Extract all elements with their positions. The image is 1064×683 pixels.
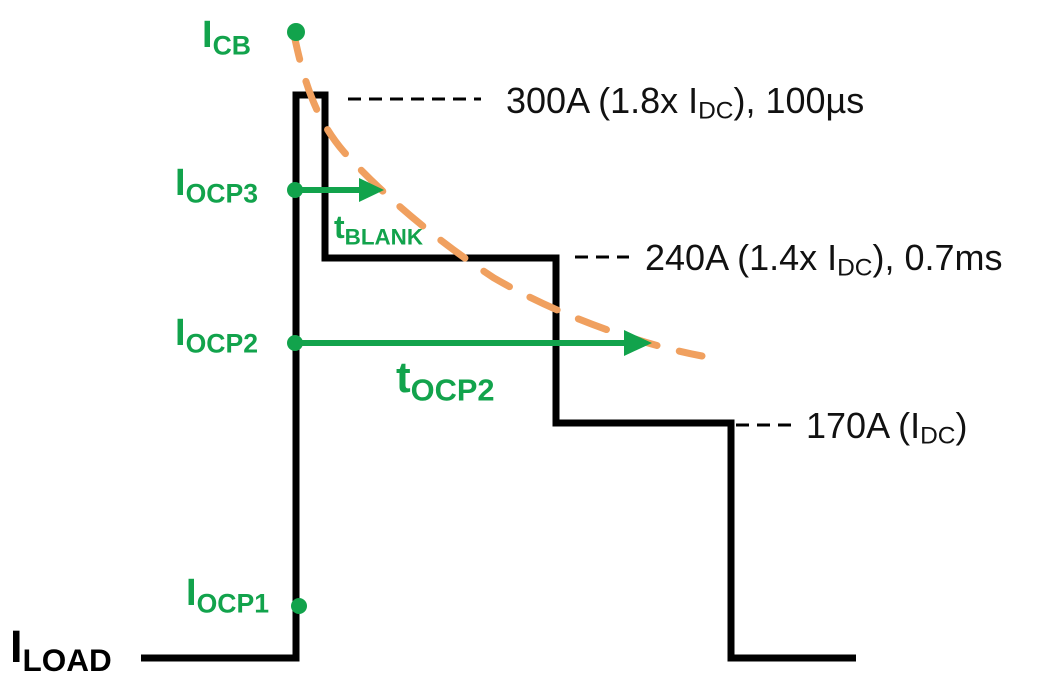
label-tocp2: tOCP2 xyxy=(396,356,495,406)
icb-marker-dot xyxy=(287,23,305,41)
annotation-170a-main: 170A (I xyxy=(806,405,921,446)
label-tocp2-sub: OCP2 xyxy=(410,372,495,408)
label-iocp2: IOCP2 xyxy=(175,314,258,357)
annotation-300a-sub: DC xyxy=(698,97,734,125)
iocp2-marker-dot xyxy=(287,335,303,351)
label-iocp3-base: I xyxy=(175,162,186,204)
label-iocp2-base: I xyxy=(175,312,186,354)
annotation-300a-main: 300A (1.8x I xyxy=(506,80,699,121)
label-iocp2-sub: OCP2 xyxy=(185,328,258,359)
annotation-300a: 300A (1.8x IDC), 100µs xyxy=(506,83,864,124)
annotation-240a: 240A (1.4x IDC), 0.7ms xyxy=(645,240,1003,281)
label-icb-base: I xyxy=(202,14,213,56)
annotation-240a-main: 240A (1.4x I xyxy=(645,237,838,278)
label-iocp3: IOCP3 xyxy=(175,164,258,207)
label-iload: ILOAD xyxy=(10,624,112,676)
label-icb: ICB xyxy=(202,16,251,59)
label-iocp1: IOCP1 xyxy=(186,574,269,617)
load-current-waveform xyxy=(141,91,856,662)
annotation-170a: 170A (IDC) xyxy=(806,408,967,449)
annotation-240a-tail: ), 0.7ms xyxy=(872,237,1003,278)
label-iload-sub: LOAD xyxy=(22,641,112,678)
label-icb-sub: CB xyxy=(212,30,251,61)
label-iocp1-sub: OCP1 xyxy=(196,588,269,619)
label-iload-base: I xyxy=(10,621,23,672)
label-tblank: tBLANK xyxy=(334,211,423,249)
label-tocp2-base: t xyxy=(396,353,411,402)
label-tblank-base: t xyxy=(334,209,345,245)
label-iocp1-base: I xyxy=(186,572,197,614)
label-tblank-sub: BLANK xyxy=(344,224,424,250)
annotation-170a-sub: DC xyxy=(920,422,956,450)
decay-curve xyxy=(289,26,706,360)
annotation-240a-sub: DC xyxy=(837,254,873,282)
iocp3-marker-dot xyxy=(287,182,303,198)
annotation-170a-tail: ) xyxy=(955,405,968,446)
iocp1-marker-dot xyxy=(291,598,307,614)
tocp2-arrowhead-icon xyxy=(624,330,652,356)
label-iocp3-sub: OCP3 xyxy=(185,178,258,209)
tblank-arrowhead-icon xyxy=(359,178,384,202)
annotation-300a-tail: ), 100µs xyxy=(733,80,865,121)
